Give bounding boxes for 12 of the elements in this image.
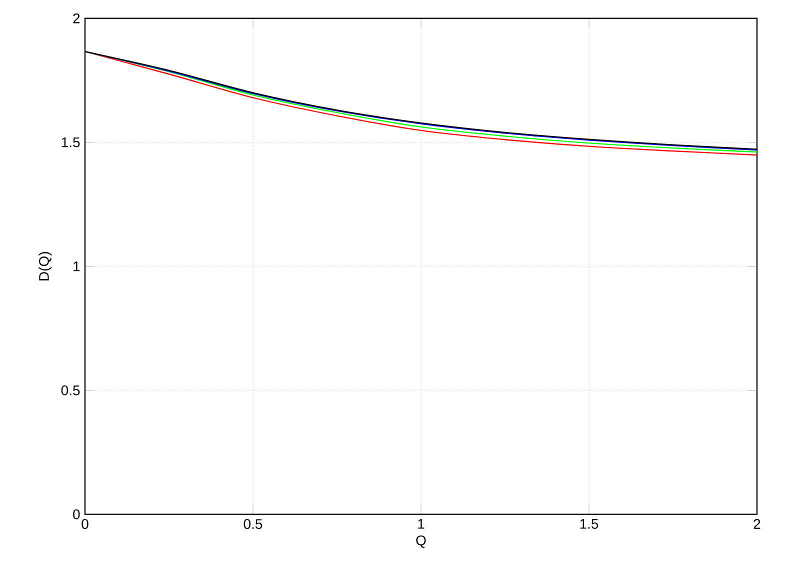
x-tick-label: 0 [82,519,88,529]
y-tick-label: 1.5 [62,137,80,148]
x-tick-label: 1 [418,519,424,529]
y-tick-label: 0 [73,509,80,520]
y-tick-label: 0.5 [61,385,80,396]
x-axis-title: Q [416,535,426,548]
y-axis-title: D(Q) [38,252,52,280]
x-tick-label: 1.5 [580,519,598,529]
y-tick-label: 2 [73,13,80,24]
x-tick-label: 0.5 [244,519,262,529]
x-tick-label: 2 [754,519,760,529]
y-tick-label: 1 [74,262,80,272]
